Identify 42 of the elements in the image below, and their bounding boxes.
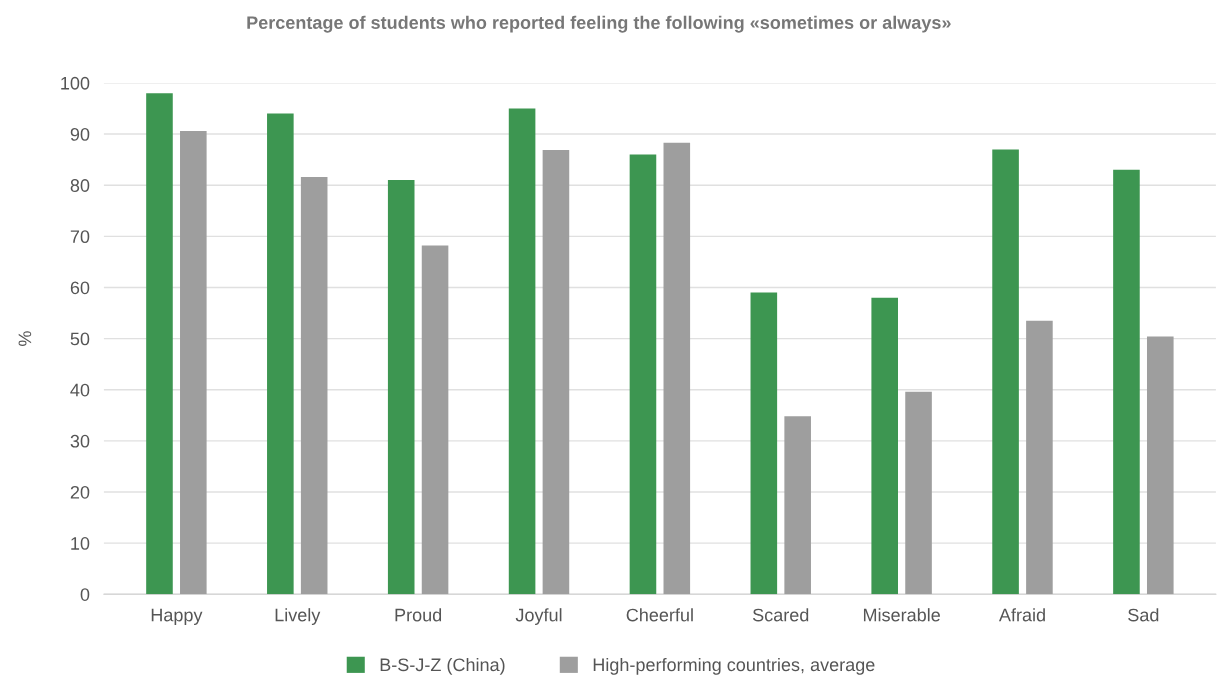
- y-tick-label: 0: [80, 588, 90, 601]
- y-tick-label: 30: [70, 434, 90, 448]
- y-tick-label: 60: [70, 281, 90, 295]
- legend-label: High-performing countries, average: [593, 657, 875, 675]
- bar: [146, 93, 173, 595]
- y-tick-label: 100: [61, 76, 90, 90]
- bar: [300, 177, 328, 595]
- x-tick-label: Lively: [275, 608, 321, 625]
- bar: [387, 180, 415, 595]
- bar: [508, 108, 536, 595]
- chart-title: Percentage of students who reported feeling the following «sometimes or always»: [247, 15, 951, 33]
- x-tick-label: Sad: [1128, 608, 1159, 622]
- y-tick-label: 90: [70, 127, 90, 141]
- x-tick-label: Happy: [151, 608, 203, 625]
- bar: [629, 154, 657, 595]
- bar: [871, 297, 898, 595]
- bar: [1113, 169, 1140, 595]
- bar: [1026, 320, 1053, 595]
- bar: [663, 142, 691, 595]
- legend-label: B-S-J-Z (China): [380, 657, 505, 675]
- y-tick-label: 50: [70, 332, 90, 346]
- y-tick-label: 70: [70, 230, 90, 244]
- bar: [1146, 336, 1174, 595]
- x-tick-label: Scared: [752, 608, 809, 622]
- bar: [750, 292, 778, 595]
- bar: [267, 113, 294, 595]
- bar: [421, 245, 449, 595]
- y-tick-label: 10: [71, 537, 90, 550]
- x-tick-label: Cheerful: [626, 608, 693, 622]
- y-axis-title: %: [18, 331, 32, 346]
- y-tick-label: 80: [70, 179, 90, 192]
- bar: [180, 130, 207, 595]
- y-tick-label: 40: [70, 383, 90, 397]
- y-tick-label: 20: [70, 485, 90, 499]
- x-tick-label: Miserable: [863, 608, 940, 622]
- x-tick-label: Joyful: [515, 608, 562, 625]
- bar: [992, 149, 1019, 595]
- x-tick-label: Afraid: [998, 608, 1045, 622]
- bar: [784, 416, 811, 595]
- x-tick-label: Proud: [395, 608, 442, 622]
- bar: [905, 391, 932, 595]
- bar: [542, 149, 570, 595]
